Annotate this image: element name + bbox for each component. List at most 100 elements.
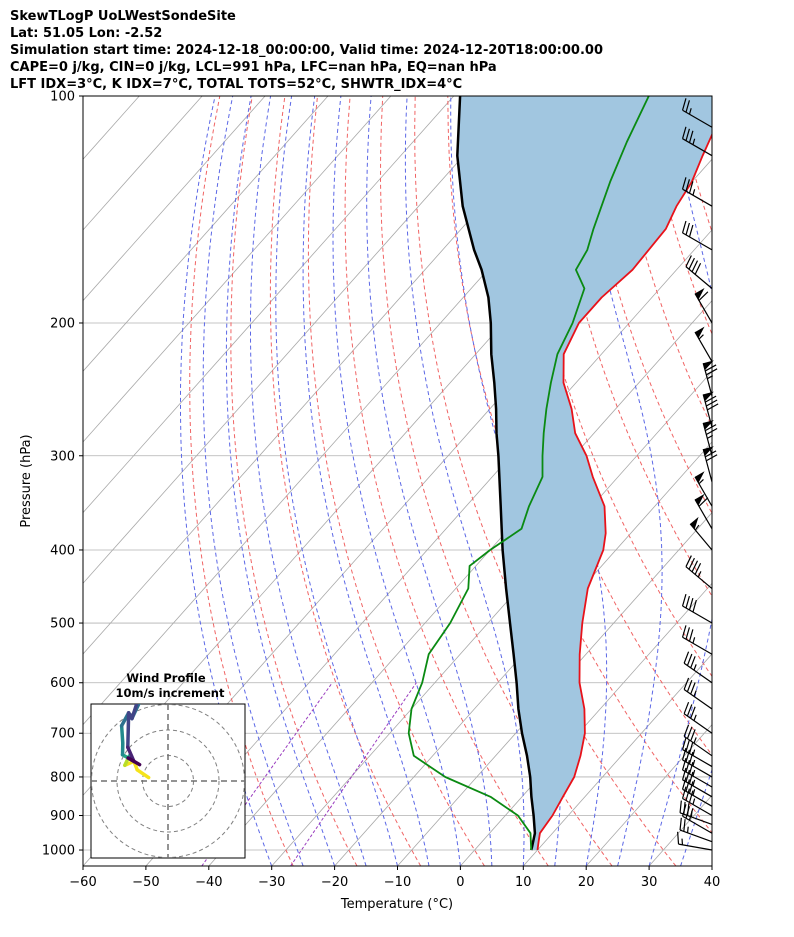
isotherm <box>83 96 203 231</box>
wind-barb <box>702 391 719 428</box>
wind-barb <box>683 651 713 684</box>
wind-barb <box>694 326 713 362</box>
isotherm <box>83 96 266 302</box>
parcel-path-line <box>456 96 537 851</box>
y-tick-label: 700 <box>50 727 75 742</box>
wind-barb <box>681 747 713 778</box>
y-tick-label: 200 <box>50 316 75 331</box>
x-axis-ticks: −60 −50 −40 −30 −20 −10 0 10 20 30 40 <box>69 866 720 890</box>
wind-barbs <box>677 98 719 851</box>
moist-adiabat <box>575 96 663 866</box>
wind-barb <box>681 98 713 128</box>
wind-barb <box>679 800 713 826</box>
dry-adiabat <box>447 96 712 834</box>
wind-barb <box>681 757 713 788</box>
cin-area-fill <box>457 96 712 850</box>
isotherm <box>145 229 712 866</box>
dry-adiabat <box>269 96 422 866</box>
moist-adiabat <box>332 96 461 866</box>
index-line: LFT IDX=3°C, K IDX=7°C, TOTAL TOTS=52°C,… <box>10 77 463 92</box>
time-line: Simulation start time: 2024-12-18_00:00:… <box>10 43 603 58</box>
wind-barb <box>677 831 713 851</box>
moist-adiabat <box>250 96 367 866</box>
temperature-line <box>536 132 712 851</box>
y-tick-label: 300 <box>50 449 75 464</box>
wind-barb <box>681 625 713 655</box>
y-tick-label: 500 <box>50 617 75 632</box>
dry-adiabat <box>774 96 794 866</box>
x-tick-label: 10 <box>515 875 532 890</box>
moist-adiabat <box>302 96 430 866</box>
wind-barb <box>681 177 713 207</box>
isotherm <box>83 96 392 443</box>
x-tick-label: −50 <box>132 875 159 890</box>
y-tick-label: 400 <box>50 543 75 558</box>
moist-adiabat <box>680 768 712 866</box>
isotherm <box>83 96 517 584</box>
moist-adiabat <box>648 96 712 866</box>
wind-barb <box>683 724 713 757</box>
dry-adiabat <box>307 96 485 866</box>
x-tick-label: 40 <box>704 875 721 890</box>
dry-adiabat-lines <box>189 96 794 866</box>
hodograph-inset: Wind Profile 10m/s increment <box>90 671 246 859</box>
wind-barb <box>683 701 713 734</box>
wind-barb <box>685 255 713 289</box>
y-axis-label: Pressure (hPa) <box>19 434 34 527</box>
wind-barb <box>681 126 713 157</box>
y-tick-label: 1000 <box>42 844 75 859</box>
mixing-ratio-line <box>201 682 333 866</box>
location-line: Lat: 51.05 Lon: -2.52 <box>10 26 163 41</box>
dry-adiabat <box>230 96 358 866</box>
dry-adiabat <box>479 96 712 756</box>
isotherm <box>585 724 712 866</box>
dry-adiabat <box>379 96 613 866</box>
isotherm <box>397 512 712 866</box>
mixing-ratio-lines <box>201 682 417 866</box>
hodograph-trace-segment <box>126 711 131 750</box>
isotherm <box>523 653 712 866</box>
dry-adiabat <box>512 96 712 678</box>
x-tick-label: −20 <box>321 875 348 890</box>
wind-barb <box>683 677 713 710</box>
y-axis-ticks: 1000 900 800 700 600 500 400 300 200 100 <box>42 90 83 859</box>
chart-header: SkewTLogP UoLWestSondeSite Lat: 51.05 Lo… <box>10 8 603 93</box>
dry-adiabat <box>675 96 712 234</box>
wind-barb <box>681 220 713 251</box>
x-axis-label: Temperature (°C) <box>340 897 453 912</box>
wind-barb <box>681 767 713 798</box>
stability-line: CAPE=0 j/kg, CIN=0 j/kg, LCL=991 hPa, LF… <box>10 60 497 75</box>
hodograph-trace-segment <box>126 756 142 767</box>
hodograph-subtitle: 10m/s increment <box>116 686 225 700</box>
isotherm <box>83 96 455 514</box>
hodograph-title: Wind Profile <box>126 671 206 685</box>
cin-cape-fill <box>457 96 712 850</box>
hodograph-trace-segment <box>130 704 139 721</box>
y-tick-label: 800 <box>50 770 75 785</box>
moist-adiabat <box>711 864 712 866</box>
wind-barb <box>681 786 713 817</box>
wind-barb <box>702 446 718 483</box>
dry-adiabat <box>741 96 794 866</box>
wind-barb <box>694 471 713 507</box>
wind-barb <box>689 516 713 551</box>
wind-barb <box>685 555 713 589</box>
isotherm <box>271 370 712 866</box>
x-tick-label: −30 <box>258 875 285 890</box>
x-tick-label: −40 <box>195 875 222 890</box>
y-tick-label: 100 <box>50 90 75 105</box>
dewpoint-line <box>407 96 650 851</box>
dry-adiabat <box>189 96 294 866</box>
x-tick-label: −60 <box>69 875 96 890</box>
moist-adiabat <box>404 96 525 866</box>
x-tick-label: 0 <box>456 875 464 890</box>
hodograph-trace-segment <box>119 723 125 745</box>
wind-barb <box>694 288 713 324</box>
wind-barb <box>681 737 713 768</box>
hodograph-trace-segment <box>135 768 151 780</box>
isotherm <box>711 865 712 866</box>
x-tick-label: 20 <box>578 875 595 890</box>
y-tick-label: 900 <box>50 809 75 824</box>
isotherm <box>775 96 794 866</box>
